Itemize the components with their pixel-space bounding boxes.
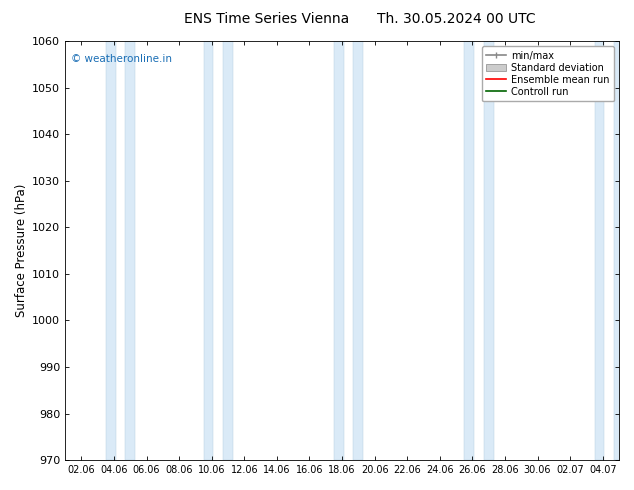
Bar (595, 41, 604, 460)
Legend: min/max, Standard deviation, Ensemble mean run, Controll run: min/max, Standard deviation, Ensemble me… (482, 46, 614, 101)
Text: © weatheronline.in: © weatheronline.in (71, 53, 172, 64)
Bar (354, 41, 363, 460)
Text: Th. 30.05.2024 00 UTC: Th. 30.05.2024 00 UTC (377, 12, 536, 26)
Y-axis label: Surface Pressure (hPa): Surface Pressure (hPa) (15, 184, 28, 318)
Bar (204, 41, 214, 460)
Bar (106, 41, 115, 460)
Text: ENS Time Series Vienna: ENS Time Series Vienna (184, 12, 349, 26)
Bar (614, 41, 624, 460)
Bar (334, 41, 344, 460)
Bar (464, 41, 474, 460)
Bar (223, 41, 233, 460)
Bar (484, 41, 494, 460)
Bar (126, 41, 135, 460)
